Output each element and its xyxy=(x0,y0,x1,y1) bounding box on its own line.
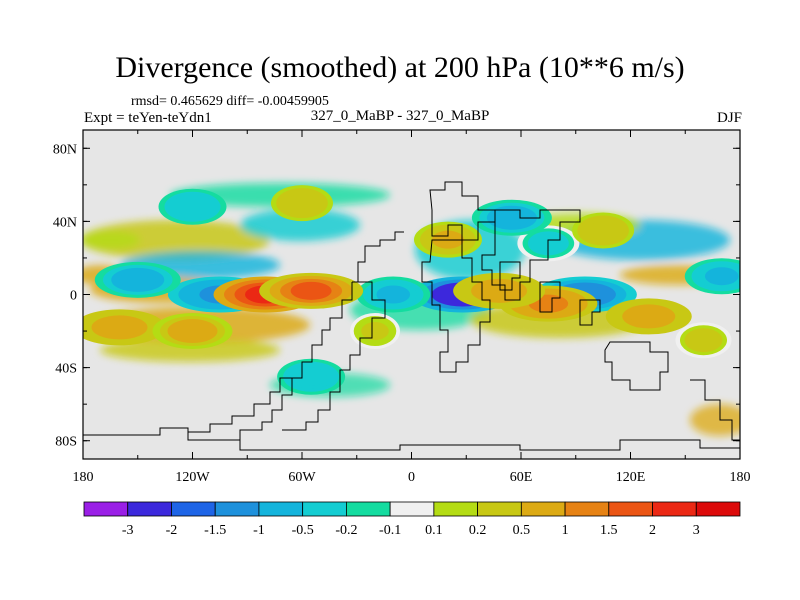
colorbar-swatch xyxy=(389,501,435,517)
season-label: DJF xyxy=(716,110,742,126)
field-contour xyxy=(689,331,718,350)
colorbar-label: -0.2 xyxy=(335,523,357,538)
colorbar-label: -2 xyxy=(166,523,178,538)
colorbar-swatch xyxy=(520,501,566,517)
experiment-label: Expt = teYen-teYdn1 xyxy=(84,110,212,126)
field-feature xyxy=(83,309,166,346)
field-band xyxy=(83,231,140,249)
coastline-asia xyxy=(481,209,581,301)
coastline-antarctica xyxy=(83,427,740,451)
colorbar-label: 3 xyxy=(693,523,700,538)
field-contour xyxy=(295,367,328,386)
colorbar-swatch xyxy=(433,501,478,517)
y-tick-label: 40N xyxy=(53,215,77,230)
colorbar-swatch xyxy=(171,501,216,517)
colorbar-swatch xyxy=(127,501,172,517)
y-tick-label: 80S xyxy=(55,435,77,450)
coastline xyxy=(83,181,740,451)
colorbar-label: 0.2 xyxy=(469,523,487,538)
field-feature xyxy=(277,358,346,395)
field-contour xyxy=(587,221,619,240)
colorbar-label: -0.5 xyxy=(292,523,314,538)
field-feature xyxy=(605,298,692,335)
field-feature xyxy=(675,322,732,359)
coastline-india xyxy=(539,281,561,313)
colorbar-swatch xyxy=(695,501,741,517)
field-feature xyxy=(453,272,546,309)
colorbar-swatch xyxy=(258,501,304,517)
coastline-australia xyxy=(604,341,669,391)
coastline-southeast-asia xyxy=(579,299,601,326)
coastline-south-america-east xyxy=(282,281,386,431)
colorbar-label: 1 xyxy=(562,523,569,538)
runs-label: 327_0_MaBP - 327_0_MaBP xyxy=(310,108,490,124)
y-tick-label: 40S xyxy=(55,362,77,377)
coastline-arabia xyxy=(499,261,521,291)
field-contour xyxy=(361,322,389,341)
x-tick-label: 120W xyxy=(175,470,210,485)
field-feature xyxy=(271,185,333,222)
field-contour xyxy=(494,208,530,227)
y-tick-label: 80N xyxy=(53,142,77,157)
coastline-africa xyxy=(421,239,491,373)
field-feature xyxy=(152,313,233,350)
field-feature xyxy=(350,313,400,350)
colorbar-swatch xyxy=(608,501,653,517)
field-feature xyxy=(259,272,364,309)
coastline-europe xyxy=(429,181,496,241)
field-contour xyxy=(480,281,519,300)
field-contour xyxy=(119,270,157,289)
chart-title: Divergence (smoothed) at 200 hPa (10**6 … xyxy=(115,51,685,84)
field-band xyxy=(240,209,360,241)
colorbar-swatch xyxy=(83,501,129,517)
field-contour xyxy=(175,322,210,341)
colorbar-label: -3 xyxy=(122,523,134,538)
field-contour xyxy=(376,285,411,304)
field-feature xyxy=(158,188,227,225)
colorbar-label: -1 xyxy=(253,523,265,538)
field-band xyxy=(83,220,270,260)
field-feature xyxy=(356,276,431,313)
x-tick-label: 180 xyxy=(73,470,94,485)
coastline-central-america xyxy=(352,231,404,283)
coastline-south-america xyxy=(187,282,353,441)
field-contour xyxy=(286,194,318,213)
field-contour xyxy=(176,197,209,216)
x-tick-label: 60E xyxy=(510,470,533,485)
field-feature xyxy=(94,261,181,298)
x-tick-label: 0 xyxy=(408,470,415,485)
colorbar-label: 2 xyxy=(649,523,656,538)
colorbar-swatch xyxy=(302,501,347,517)
x-tick-label: 180 xyxy=(730,470,751,485)
colorbar-label: -1.5 xyxy=(204,523,226,538)
colorbar-label: 0.5 xyxy=(513,523,531,538)
field-contour xyxy=(704,267,739,286)
colorbar-swatch xyxy=(214,501,260,517)
colorbar-label: 0.1 xyxy=(425,523,443,538)
colorbar-swatch xyxy=(477,501,522,517)
colorbar-swatch xyxy=(345,501,391,517)
colorbar-swatch xyxy=(564,501,610,517)
field-feature xyxy=(572,212,635,249)
field-feature xyxy=(684,258,740,295)
field-contour xyxy=(630,307,668,326)
x-tick-label: 60W xyxy=(288,470,316,485)
x-tick-label: 120E xyxy=(616,470,646,485)
colorbar-label: -0.1 xyxy=(379,523,401,538)
y-tick-label: 0 xyxy=(70,289,77,304)
field-band xyxy=(100,338,280,362)
field-contour xyxy=(100,318,139,337)
stats-line: rmsd= 0.465629 diff= -0.00459905 xyxy=(131,94,329,109)
field-band xyxy=(690,404,740,436)
coastline-east-pacific xyxy=(690,379,740,441)
colorbar-label: 1.5 xyxy=(600,523,618,538)
colorbar-swatch xyxy=(652,501,697,517)
field-contour xyxy=(290,281,332,300)
